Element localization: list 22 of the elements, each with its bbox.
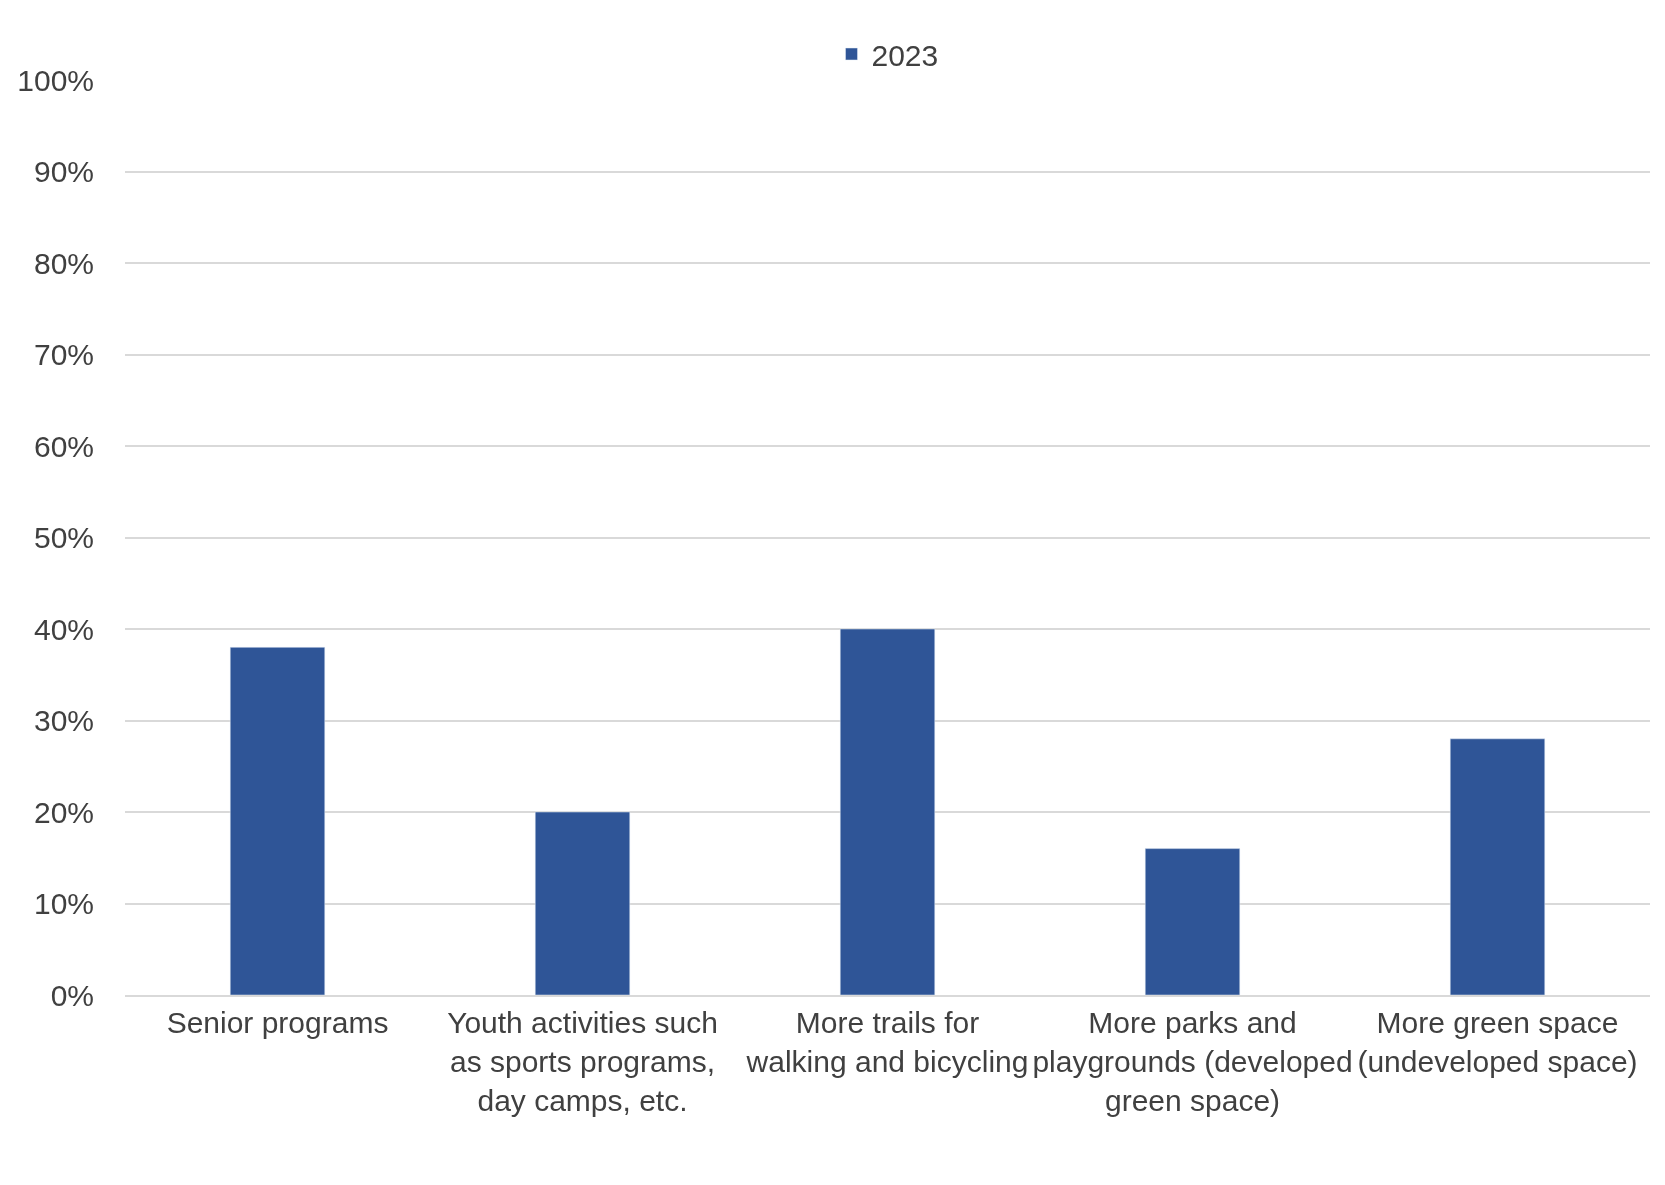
y-tick-label: 90% [33,155,94,188]
y-tick-label: 50% [33,521,94,554]
bar [1449,738,1546,995]
y-tick-label: 30% [33,704,94,737]
x-tick-label: Senior programs [166,1006,389,1039]
x-tick-label: More trails for walking and bicycling [745,1006,1029,1078]
bar [229,647,326,995]
legend-label: 2023 [871,38,939,72]
y-tick-label: 0% [50,978,94,1012]
bar [839,628,936,995]
x-tick-label: More parks and playgrounds (developed green space) [1032,1006,1353,1117]
bar [534,811,631,995]
y-tick-label: 100% [17,63,94,97]
x-tick-label: More green space (undeveloped space) [1357,1006,1638,1078]
y-tick-label: 10% [33,887,94,920]
y-tick-label: 70% [33,338,94,371]
y-tick-label: 40% [33,612,94,646]
bar [1144,848,1241,995]
x-tick-label: Youth activities such as sports programs, day camps, etc. [447,1006,718,1117]
y-tick-label: 60% [33,429,94,463]
y-tick-label: 80% [33,246,94,280]
y-tick-label: 20% [33,795,94,829]
